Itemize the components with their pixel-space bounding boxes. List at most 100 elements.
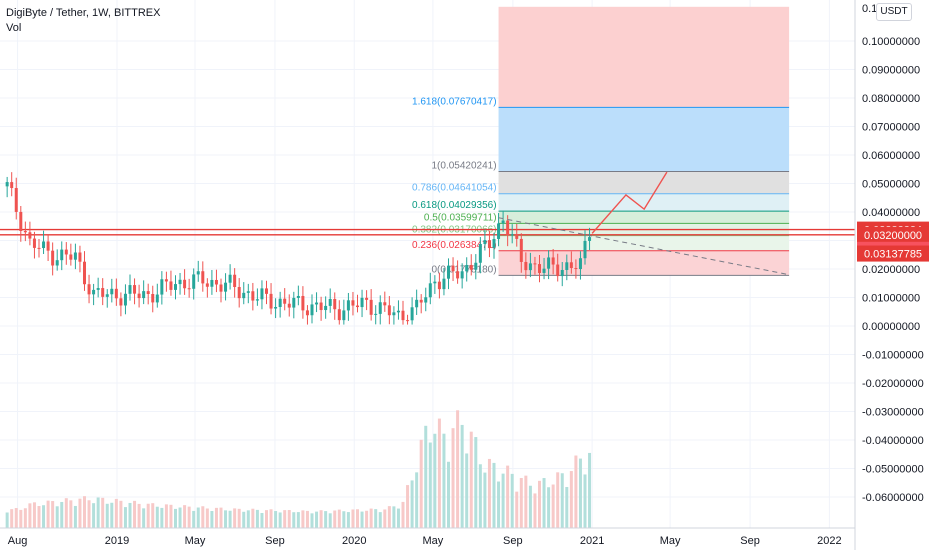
volume-bar bbox=[310, 513, 314, 528]
price-axis-label: 0.1 bbox=[862, 3, 877, 15]
volume-bar bbox=[547, 487, 551, 528]
volume-bar bbox=[533, 493, 537, 528]
volume-bar bbox=[406, 485, 410, 528]
candle-body bbox=[133, 285, 137, 294]
candle-body bbox=[196, 271, 200, 275]
volume-indicator-label[interactable]: Vol bbox=[6, 22, 22, 34]
volume-bar bbox=[337, 509, 341, 528]
candle-body bbox=[442, 278, 446, 290]
volume-bar bbox=[237, 508, 241, 528]
candle-body bbox=[269, 293, 273, 309]
volume-bar bbox=[128, 502, 132, 528]
volume-bar bbox=[55, 506, 59, 528]
volume-bar bbox=[369, 508, 373, 528]
volume-bar bbox=[19, 509, 23, 528]
volume-bar bbox=[374, 509, 378, 528]
fib-zone bbox=[498, 193, 790, 212]
candle-body bbox=[483, 240, 487, 244]
price-label-text: 0.03200000 bbox=[864, 230, 922, 242]
symbol-title[interactable]: DigiByte / Tether, 1W, BITTREX bbox=[6, 7, 161, 19]
fibonacci-retracement: 1.618(0.07670417) 1(0.05420241) 0.786(0.04… bbox=[412, 6, 790, 276]
candle-body bbox=[428, 283, 432, 298]
volume-bar bbox=[328, 513, 332, 528]
volume-bar bbox=[92, 503, 96, 528]
candle-body bbox=[324, 305, 328, 311]
candle-body bbox=[538, 264, 541, 273]
candle-body bbox=[296, 295, 300, 298]
chart-header: DigiByte / Tether, 1W, BITTREX Vol bbox=[6, 6, 160, 36]
time-axis-label: May bbox=[423, 535, 444, 547]
price-axis-label: 0.05000000 bbox=[862, 179, 920, 191]
candle-body bbox=[251, 291, 255, 301]
volume-bar bbox=[255, 509, 259, 528]
volume-bar bbox=[410, 480, 414, 528]
volume-bar bbox=[538, 480, 541, 528]
candle-body bbox=[492, 238, 496, 249]
candle-body bbox=[87, 284, 91, 295]
time-axis-label: May bbox=[185, 535, 206, 547]
candle-body bbox=[378, 302, 382, 314]
volume-bar bbox=[96, 497, 100, 528]
candle-body bbox=[410, 307, 414, 321]
volume-bar bbox=[569, 471, 573, 528]
candle-body bbox=[228, 274, 232, 283]
volume-bar bbox=[192, 510, 196, 528]
candle-body bbox=[210, 279, 214, 287]
candle-body bbox=[560, 269, 564, 277]
candle-body bbox=[510, 234, 514, 236]
volume-bar bbox=[483, 472, 487, 528]
volume-bar bbox=[42, 505, 46, 528]
candle-body bbox=[192, 274, 196, 289]
candle-body bbox=[583, 240, 587, 259]
candle-body bbox=[274, 307, 278, 309]
volume-bar bbox=[164, 504, 168, 528]
candle-body bbox=[519, 238, 523, 262]
volume-bar bbox=[146, 503, 150, 528]
volume-bar bbox=[542, 478, 546, 528]
candle-body bbox=[292, 297, 296, 308]
volume-bar bbox=[14, 508, 18, 528]
candle-body bbox=[14, 188, 18, 212]
volume-bar bbox=[305, 510, 309, 528]
candle-body bbox=[146, 291, 150, 295]
volume-bar bbox=[260, 513, 264, 528]
time-axis-label: Sep bbox=[503, 535, 523, 547]
candle-body bbox=[73, 252, 77, 260]
candle-body bbox=[424, 297, 428, 303]
candle-body bbox=[219, 284, 223, 292]
volume-bar bbox=[447, 461, 450, 528]
candle-body bbox=[305, 310, 309, 316]
candle-body bbox=[265, 288, 268, 294]
volume-bar bbox=[460, 424, 464, 528]
candle-body bbox=[342, 310, 346, 321]
candle-body bbox=[23, 231, 27, 233]
volume-bar bbox=[133, 500, 137, 528]
volume-bar bbox=[383, 509, 387, 528]
candle-body bbox=[137, 293, 141, 299]
candle-body bbox=[142, 291, 146, 299]
volume-bar bbox=[123, 507, 127, 528]
fib-level-label: 0(0.01778180) bbox=[431, 264, 496, 275]
candle-body bbox=[5, 182, 9, 187]
volume-bar bbox=[456, 410, 460, 528]
volume-bar bbox=[274, 511, 278, 528]
volume-bar bbox=[196, 507, 200, 528]
candle-body bbox=[28, 232, 32, 239]
candle-body bbox=[242, 292, 246, 299]
currency-button[interactable]: USDT bbox=[876, 3, 912, 21]
candle-body bbox=[460, 271, 464, 279]
candle-body bbox=[78, 252, 82, 262]
fib-zone-top bbox=[498, 6, 790, 108]
price-candles bbox=[5, 172, 592, 325]
candle-body bbox=[233, 274, 237, 288]
volume-bar bbox=[228, 510, 232, 528]
time-axis-label: Sep bbox=[740, 535, 760, 547]
price-axis-label: 0.02000000 bbox=[862, 264, 920, 276]
volume-bar bbox=[160, 507, 164, 528]
candle-body bbox=[401, 310, 405, 321]
candle-body bbox=[169, 281, 173, 290]
candle-body bbox=[456, 271, 460, 279]
candle-body bbox=[64, 249, 68, 255]
volume-bar bbox=[137, 503, 141, 528]
